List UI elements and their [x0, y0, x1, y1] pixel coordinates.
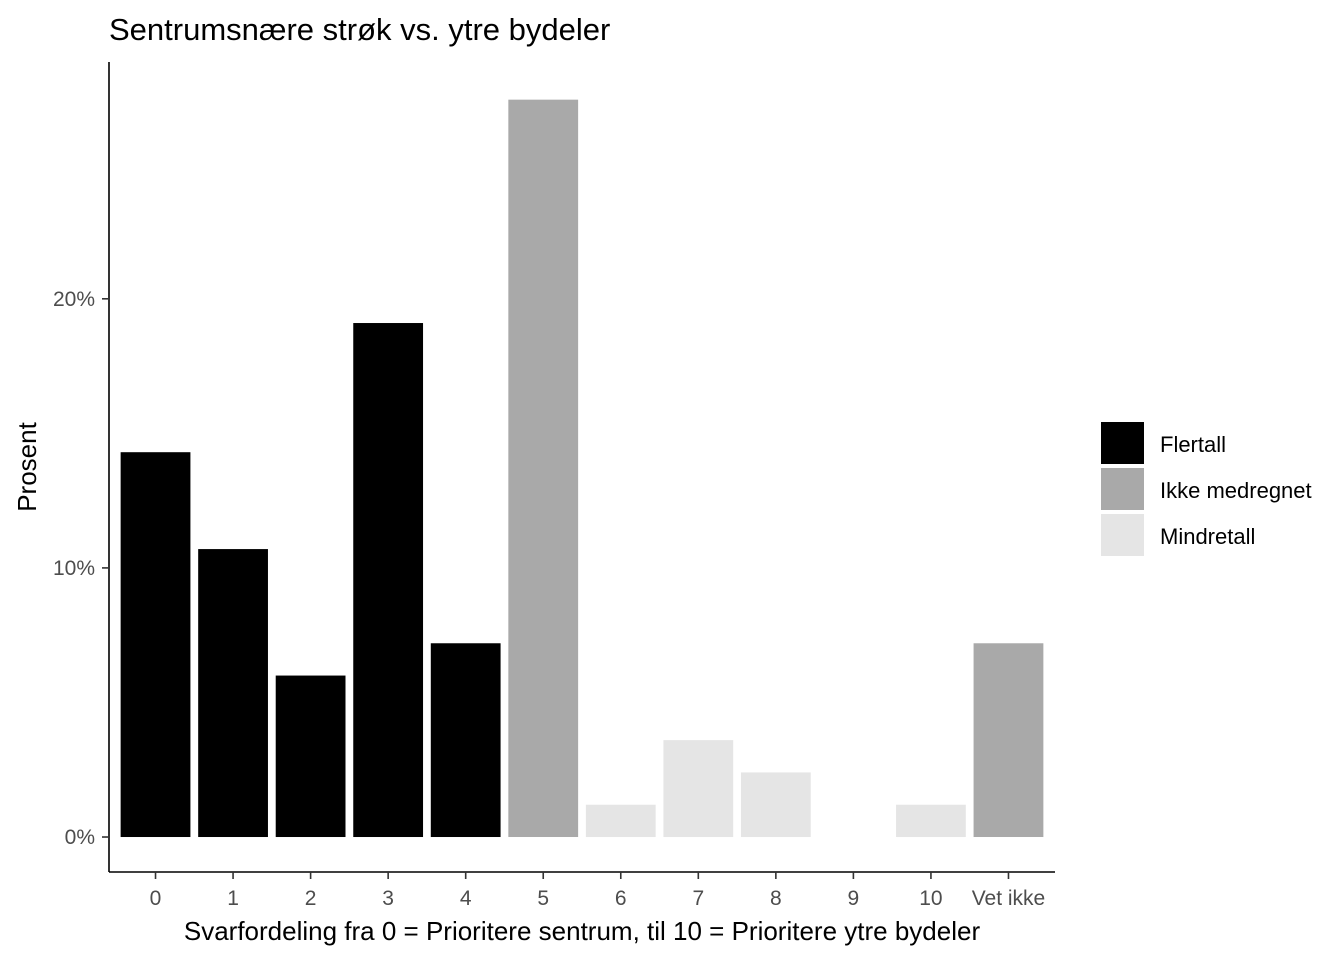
- bar-7: [663, 740, 734, 838]
- legend-swatch-ikke-medregnet: [1101, 468, 1144, 510]
- bar-10: [896, 804, 966, 838]
- x-axis-title: Svarfordeling fra 0 = Prioritere sentrum…: [184, 916, 981, 946]
- x-tick-label: Vet ikke: [972, 887, 1046, 910]
- bar-4: [430, 643, 501, 838]
- bar-5: [508, 99, 579, 838]
- x-tick-label: 10: [919, 887, 942, 910]
- bar-6: [585, 804, 656, 838]
- bar-3: [353, 323, 424, 838]
- bar-8: [740, 772, 811, 838]
- bars-layer: [120, 99, 1044, 838]
- legend: Flertall Ikke medregnet Mindretall: [1101, 422, 1312, 556]
- y-tick-label: 20%: [53, 288, 95, 311]
- x-tick-label: 0: [150, 887, 162, 910]
- x-tick-label: 4: [460, 887, 472, 910]
- x-tick-label: 8: [770, 887, 782, 910]
- y-tick-label: 10%: [53, 557, 95, 580]
- legend-swatch-flertall: [1101, 422, 1144, 464]
- x-tick-label: 1: [227, 887, 239, 910]
- legend-label-mindretall: Mindretall: [1160, 524, 1255, 549]
- bar-vet-ikke: [973, 643, 1044, 838]
- x-axis-ticks: 0 1 2 3 4 5 6 7 8 9 10 Vet ikke: [150, 872, 1046, 910]
- x-tick-label: 5: [537, 887, 549, 910]
- chart-title: Sentrumsnære strøk vs. ytre bydeler: [109, 12, 610, 47]
- y-axis-title: Prosent: [12, 421, 42, 511]
- bar-2: [275, 675, 346, 838]
- x-tick-label: 3: [382, 887, 394, 910]
- bar-1: [198, 549, 268, 838]
- x-tick-label: 6: [615, 887, 627, 910]
- legend-label-flertall: Flertall: [1160, 432, 1226, 457]
- legend-swatch-mindretall: [1101, 514, 1144, 556]
- bar-0: [120, 452, 191, 838]
- legend-label-ikke-medregnet: Ikke medregnet: [1160, 478, 1312, 503]
- y-axis-ticks: 0% 10% 20%: [53, 288, 109, 849]
- y-tick-label: 0%: [65, 826, 95, 849]
- x-tick-label: 7: [692, 887, 704, 910]
- x-tick-label: 9: [848, 887, 860, 910]
- x-tick-label: 2: [305, 887, 317, 910]
